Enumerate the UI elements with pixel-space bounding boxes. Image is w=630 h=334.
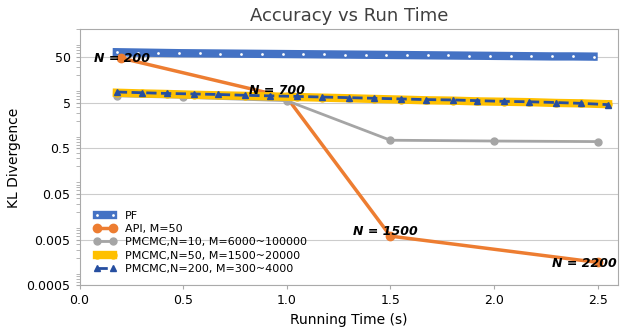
PMCMC,N=200, M=300~4000	[190, 92, 197, 96]
PMCMC,N=50, M=1500~20000	[501, 100, 508, 104]
PF	[466, 54, 473, 58]
Line: API, M=50: API, M=50	[117, 54, 602, 267]
PMCMC,N=50, M=1500~20000	[294, 95, 301, 99]
PF	[424, 53, 432, 57]
PF	[175, 51, 183, 55]
PMCMC,N=50, M=1500~20000	[553, 101, 560, 105]
PMCMC,N=50, M=1500~20000	[113, 91, 120, 95]
PMCMC,N=10, M=6000~100000	[113, 94, 120, 98]
PF	[154, 51, 162, 55]
PMCMC,N=50, M=1500~20000	[397, 98, 404, 102]
Text: N = 2200: N = 2200	[552, 257, 617, 270]
Text: N = 200: N = 200	[94, 52, 150, 65]
PF	[507, 54, 515, 58]
PMCMC,N=50, M=1500~20000	[577, 101, 585, 105]
Text: N = 700: N = 700	[249, 85, 306, 98]
PMCMC,N=200, M=300~4000	[501, 100, 508, 104]
PMCMC,N=200, M=300~4000	[318, 95, 326, 99]
PF	[300, 52, 307, 56]
PF	[403, 53, 411, 57]
PMCMC,N=200, M=300~4000	[345, 96, 353, 100]
API, M=50	[117, 56, 125, 60]
PMCMC,N=200, M=300~4000	[553, 101, 560, 105]
PF	[486, 54, 494, 58]
PMCMC,N=200, M=300~4000	[397, 97, 404, 101]
PMCMC,N=10, M=6000~100000	[180, 95, 187, 99]
X-axis label: Running Time (s): Running Time (s)	[290, 313, 408, 327]
PMCMC,N=200, M=300~4000	[474, 99, 481, 103]
PF	[527, 54, 535, 58]
PF	[362, 53, 369, 57]
Line: PF: PF	[115, 50, 595, 59]
PMCMC,N=200, M=300~4000	[241, 93, 249, 97]
PMCMC,N=50, M=1500~20000	[241, 94, 249, 98]
PMCMC,N=50, M=1500~20000	[422, 98, 430, 102]
Line: PMCMC,N=10, M=6000~100000: PMCMC,N=10, M=6000~100000	[113, 93, 601, 145]
PF	[279, 52, 287, 56]
API, M=50	[387, 234, 394, 238]
PMCMC,N=200, M=300~4000	[577, 101, 585, 105]
PMCMC,N=200, M=300~4000	[138, 91, 146, 95]
PF	[445, 53, 452, 57]
PMCMC,N=10, M=6000~100000	[490, 139, 498, 143]
PF	[258, 52, 266, 56]
PF	[569, 54, 576, 58]
PMCMC,N=50, M=1500~20000	[525, 100, 533, 104]
PF	[382, 53, 390, 57]
Text: N = 1500: N = 1500	[353, 224, 418, 237]
PMCMC,N=200, M=300~4000	[266, 94, 274, 98]
PF	[238, 52, 245, 56]
PMCMC,N=200, M=300~4000	[163, 92, 170, 96]
PMCMC,N=200, M=300~4000	[449, 98, 456, 102]
PMCMC,N=200, M=300~4000	[525, 100, 533, 104]
Line: PMCMC,N=50, M=1500~20000: PMCMC,N=50, M=1500~20000	[113, 89, 612, 108]
PMCMC,N=200, M=300~4000	[422, 98, 430, 102]
PF	[320, 52, 328, 56]
PMCMC,N=50, M=1500~20000	[163, 92, 170, 96]
PMCMC,N=10, M=6000~100000	[387, 138, 394, 142]
PMCMC,N=50, M=1500~20000	[604, 102, 612, 106]
PMCMC,N=10, M=6000~100000	[594, 140, 602, 144]
PF	[134, 50, 141, 54]
PMCMC,N=50, M=1500~20000	[449, 99, 456, 103]
PF	[113, 50, 120, 54]
PMCMC,N=200, M=300~4000	[113, 90, 120, 94]
PMCMC,N=50, M=1500~20000	[215, 93, 222, 97]
PMCMC,N=50, M=1500~20000	[190, 93, 197, 97]
PMCMC,N=200, M=300~4000	[370, 96, 377, 100]
PMCMC,N=50, M=1500~20000	[138, 92, 146, 96]
API, M=50	[283, 95, 290, 99]
PF	[196, 51, 203, 55]
Title: Accuracy vs Run Time: Accuracy vs Run Time	[249, 7, 448, 25]
PMCMC,N=50, M=1500~20000	[370, 97, 377, 101]
PMCMC,N=200, M=300~4000	[294, 95, 301, 99]
PMCMC,N=10, M=6000~100000	[283, 99, 290, 103]
Legend: PF, API, M=50, PMCMC,N=10, M=6000~100000, PMCMC,N=50, M=1500~20000, PMCMC,N=200,: PF, API, M=50, PMCMC,N=10, M=6000~100000…	[91, 207, 310, 277]
PF	[341, 52, 348, 56]
Y-axis label: KL Divergence: KL Divergence	[7, 107, 21, 207]
PMCMC,N=50, M=1500~20000	[266, 95, 274, 99]
PF	[217, 51, 224, 55]
PMCMC,N=50, M=1500~20000	[345, 96, 353, 100]
API, M=50	[594, 261, 602, 265]
PMCMC,N=200, M=300~4000	[215, 93, 222, 97]
PMCMC,N=50, M=1500~20000	[318, 96, 326, 100]
PMCMC,N=50, M=1500~20000	[474, 100, 481, 104]
Line: PMCMC,N=200, M=300~4000: PMCMC,N=200, M=300~4000	[113, 89, 612, 108]
PF	[590, 55, 597, 59]
PF	[548, 54, 556, 58]
PMCMC,N=200, M=300~4000	[604, 103, 612, 107]
